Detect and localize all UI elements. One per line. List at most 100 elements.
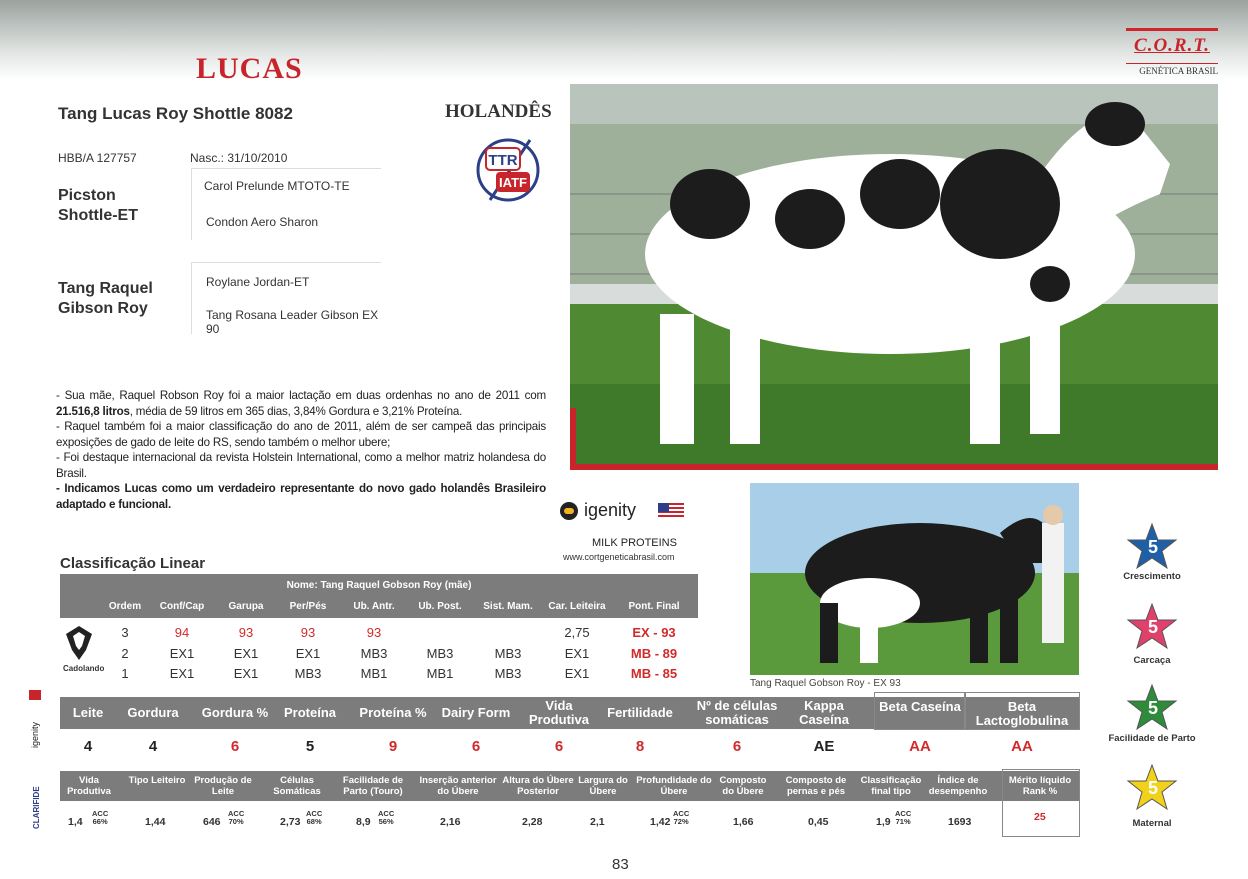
igenity-vertical-logo-icon: igenity <box>29 690 41 748</box>
genomic-col: Beta Caseína <box>874 692 966 730</box>
clarifide-col: Vida Produtiva <box>67 775 111 797</box>
igenity-logo: igenity <box>560 500 636 521</box>
clarifide-col: Classificação final tipo <box>860 775 922 797</box>
linear-cell: 3 <box>121 625 129 640</box>
usa-flag-icon <box>658 503 684 519</box>
acc-label: ACC <box>378 809 395 818</box>
cort-logo: C.O.R.T. GENÉTICA BRASIL <box>1126 28 1218 76</box>
desc-p1a: - Sua mãe, Raquel Robson Roy foi a maior… <box>56 389 546 402</box>
clarifide-col: Mérito líquido Rank % <box>1008 775 1072 797</box>
badge-top-text: TTR <box>488 152 517 169</box>
linear-cell: EX1 <box>169 646 195 661</box>
genomic-value: 4 <box>148 738 158 755</box>
genomic-col: Kappa Caseína <box>799 698 849 727</box>
genomic-col: Nº de células somáticas <box>696 698 778 727</box>
desc-p4: - Indicamos Lucas como um verdadeiro rep… <box>56 482 546 511</box>
clarifide-value: 2,1 <box>590 816 605 828</box>
linear-col-garupa: Garupa <box>228 601 264 612</box>
linear-col-carleit: Car. Leiteira <box>548 601 606 612</box>
genomic-value: AA <box>1011 738 1033 755</box>
desc-p1c: , média de 59 litros em 365 dias, 3,84% … <box>129 404 463 418</box>
clarifide-col: Profundidade do Úbere <box>636 775 712 797</box>
clarifide-col: Produção de Leite <box>194 775 252 797</box>
acc-value: 72% <box>673 817 689 826</box>
website-link[interactable]: www.cortgeneticabrasil.com <box>563 552 675 562</box>
clarifide-value: 2,28 <box>522 816 543 828</box>
genomic-col: Beta Lactoglobulina <box>964 692 1080 730</box>
star-value: 5 <box>1148 537 1158 557</box>
acc-value: 56% <box>378 817 394 826</box>
linear-cell: EX1 <box>169 666 195 681</box>
clarifide-col: Inserção anterior do Úbere <box>419 775 497 797</box>
star-icon: 5 <box>1126 602 1178 650</box>
sire-name: Picston Shottle-ET <box>58 187 138 224</box>
linear-cell: EX1 <box>564 666 590 681</box>
star-label: Facilidade de Parto <box>1108 733 1196 744</box>
genomic-value: 9 <box>388 738 398 755</box>
linear-cell: MB3 <box>426 646 454 661</box>
linear-title: Classificação Linear <box>60 555 206 572</box>
dam-photo <box>750 483 1079 675</box>
top-band <box>0 0 1248 80</box>
brand-subtitle: GENÉTICA BRASIL <box>1126 63 1218 76</box>
linear-cell: 2 <box>121 646 129 661</box>
linear-cell: MB - 85 <box>630 666 678 681</box>
genomic-col: Fertilidade <box>607 705 673 720</box>
clarifide-value: 1,9 <box>876 816 891 828</box>
clarifide-header: Vida Produtiva Tipo Leiteiro Produção de… <box>60 771 1080 801</box>
registry-number: HBB/A 127757 <box>58 151 137 165</box>
description: - Sua mãe, Raquel Robson Roy foi a maior… <box>56 388 546 512</box>
igenity-mark-icon <box>560 501 578 520</box>
clarifide-col: Facilidade de Parto (Touro) <box>342 775 404 797</box>
star-value: 5 <box>1148 617 1158 637</box>
linear-cell: EX - 93 <box>632 625 676 640</box>
clarifide-value: 1,4 <box>68 816 83 828</box>
clarifide-value: 0,45 <box>808 816 829 828</box>
red-accent-line <box>570 464 1218 470</box>
clarifide-value: 2,73 <box>280 816 301 828</box>
linear-cell: EX1 <box>233 666 259 681</box>
acc-value: 71% <box>895 817 911 826</box>
genomic-col: Vida Produtiva <box>529 698 589 727</box>
genomic-value: AA <box>909 738 931 755</box>
genomic-value: 6 <box>554 738 564 755</box>
linear-cell: 94 <box>174 625 190 640</box>
dam-dam: Tang Rosana Leader Gibson EX 90 <box>206 308 379 336</box>
linear-cell: MB - 89 <box>630 646 678 661</box>
acc-block: ACC 70% <box>228 810 244 826</box>
dam-sire: Roylane Jordan-ET <box>206 275 310 289</box>
genomic-col: Leite <box>72 705 104 720</box>
clarifide-vertical-text: CLARIFIDE <box>32 786 41 829</box>
genomic-col: Gordura % <box>201 705 269 720</box>
linear-cell: MB1 <box>426 666 454 681</box>
linear-cell: 2,75 <box>564 625 590 640</box>
genomic-value: 6 <box>732 738 742 755</box>
star-label: Maternal <box>1132 818 1172 829</box>
linear-col-ubantr: Ub. Antr. <box>353 601 395 612</box>
dam-grandparents: Roylane Jordan-ET Tang Rosana Leader Gib… <box>191 262 381 336</box>
clarifide-value: 25 <box>1034 811 1046 823</box>
clarifide-col: Altura do Úbere Posterior <box>502 775 574 797</box>
genomic-value: 6 <box>471 738 481 755</box>
birth-date: Nasc.: 31/10/2010 <box>190 151 288 165</box>
genomic-header: Leite Gordura Gordura % Proteína Proteín… <box>60 692 1080 730</box>
linear-col-pont: Pont. Final <box>628 601 680 612</box>
acc-label: ACC <box>895 809 912 818</box>
linear-cell: 93 <box>300 625 316 640</box>
star-label: Crescimento <box>1123 571 1181 582</box>
acc-value: 68% <box>306 817 322 826</box>
linear-name-row: Nome: Tang Raquel Gobson Roy (mãe) <box>286 580 472 591</box>
linear-col-ordem: Ordem <box>108 601 142 612</box>
clarifide-col: Composto do Úbere <box>719 775 767 797</box>
genomic-col: Proteína % <box>359 705 427 720</box>
acc-value: 70% <box>228 817 244 826</box>
sire-dam: Condon Aero Sharon <box>206 215 319 229</box>
star-label: Carcaça <box>1133 655 1171 666</box>
genomic-col: Dairy Form <box>441 705 511 720</box>
clarifide-col: Tipo Leiteiro <box>128 775 186 786</box>
clarifide-value: 8,9 <box>356 816 371 828</box>
igenity-logo-text: igenity <box>584 500 637 520</box>
linear-cell: MB3 <box>494 646 522 661</box>
clarifide-vertical-logo-icon: CLARIFIDE <box>32 786 41 829</box>
brand-name: C.O.R.T. <box>1134 35 1210 56</box>
